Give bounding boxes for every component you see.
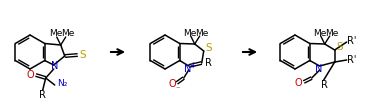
Text: O: O: [295, 78, 303, 88]
Text: R': R': [347, 36, 357, 46]
Text: Me: Me: [61, 30, 74, 38]
Text: O: O: [27, 70, 35, 80]
Text: N: N: [315, 64, 322, 74]
Text: O: O: [169, 79, 176, 89]
Text: Me: Me: [183, 28, 197, 38]
Text: R': R': [347, 55, 357, 65]
Text: +: +: [189, 61, 196, 69]
Text: S: S: [206, 43, 212, 53]
Text: N₂: N₂: [57, 79, 68, 87]
Text: N: N: [184, 64, 191, 74]
Text: R: R: [321, 80, 328, 90]
Text: Me: Me: [313, 28, 326, 38]
Text: Me: Me: [49, 30, 62, 38]
Text: Me: Me: [195, 28, 209, 38]
Text: R: R: [39, 90, 46, 100]
Text: R: R: [205, 58, 212, 68]
Text: Me: Me: [325, 28, 338, 38]
Text: N: N: [51, 61, 59, 71]
Text: S: S: [79, 50, 86, 60]
Text: S: S: [336, 42, 343, 52]
Text: ⁻: ⁻: [176, 84, 180, 93]
